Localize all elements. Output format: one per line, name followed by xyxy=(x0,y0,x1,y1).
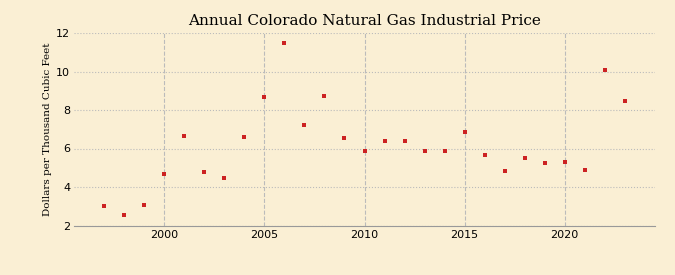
Point xyxy=(359,149,370,153)
Point xyxy=(399,139,410,143)
Y-axis label: Dollars per Thousand Cubic Feet: Dollars per Thousand Cubic Feet xyxy=(43,43,52,216)
Point xyxy=(119,213,130,217)
Point xyxy=(159,171,169,176)
Point xyxy=(99,204,109,208)
Point xyxy=(620,99,630,103)
Point xyxy=(579,167,590,172)
Point xyxy=(259,95,270,100)
Point xyxy=(419,149,430,153)
Point xyxy=(519,156,530,160)
Point xyxy=(139,203,150,207)
Point xyxy=(199,169,210,174)
Point xyxy=(379,139,390,143)
Point xyxy=(459,130,470,134)
Point xyxy=(179,134,190,138)
Point xyxy=(500,168,510,173)
Title: Annual Colorado Natural Gas Industrial Price: Annual Colorado Natural Gas Industrial P… xyxy=(188,14,541,28)
Point xyxy=(239,135,250,139)
Point xyxy=(599,67,610,72)
Point xyxy=(319,94,330,98)
Point xyxy=(539,161,550,165)
Point xyxy=(560,160,570,164)
Point xyxy=(279,40,290,45)
Point xyxy=(299,123,310,128)
Point xyxy=(219,176,230,180)
Point xyxy=(339,136,350,140)
Point xyxy=(479,153,490,157)
Point xyxy=(439,149,450,153)
